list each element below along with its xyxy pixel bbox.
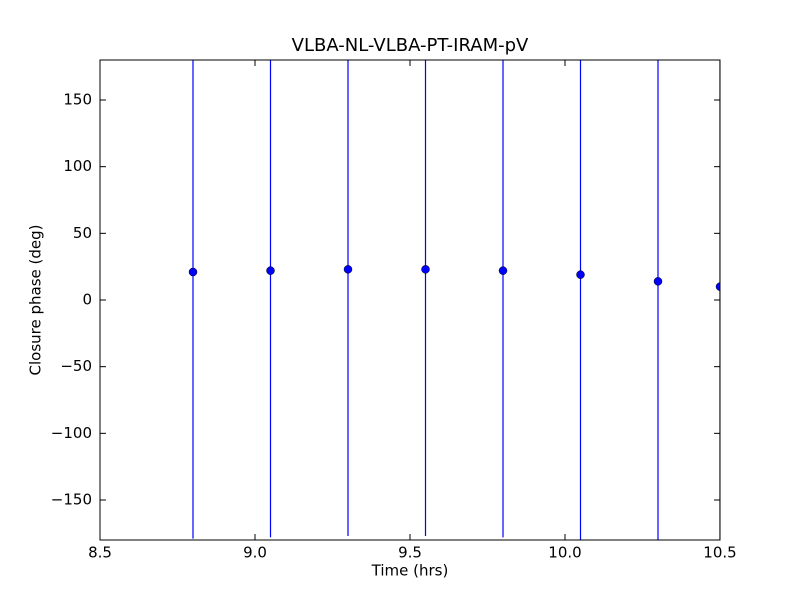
- y-tick-label: 50: [73, 224, 92, 242]
- data-point: [343, 265, 353, 274]
- data-point: [498, 266, 508, 275]
- y-tick-label: −150: [51, 491, 92, 509]
- y-tick-label: −50: [60, 357, 92, 375]
- axes-frame: [99, 59, 721, 541]
- y-axis-label: Closure phase (deg): [27, 225, 45, 376]
- data-point: [188, 267, 198, 277]
- plot-area: [188, 60, 720, 540]
- y-tick-label: 100: [63, 157, 92, 175]
- data-point: [421, 265, 430, 274]
- y-tick-label: 0: [82, 291, 92, 309]
- x-axis-label: Time (hrs): [371, 562, 449, 580]
- data-point: [266, 266, 275, 275]
- x-tick-label: 9.5: [398, 544, 422, 562]
- x-tick-label: 9.0: [243, 544, 267, 562]
- x-tick-label: 10.5: [703, 544, 736, 562]
- x-tick-label: 8.5: [88, 544, 112, 562]
- y-tick-label: −100: [51, 424, 92, 442]
- x-tick-label: 10.0: [548, 544, 581, 562]
- data-point: [576, 270, 585, 279]
- chart-title: VLBA-NL-VLBA-PT-IRAM-pV: [292, 35, 529, 56]
- y-tick-label: 150: [63, 91, 92, 109]
- data-point: [715, 282, 720, 291]
- data-point: [653, 277, 663, 286]
